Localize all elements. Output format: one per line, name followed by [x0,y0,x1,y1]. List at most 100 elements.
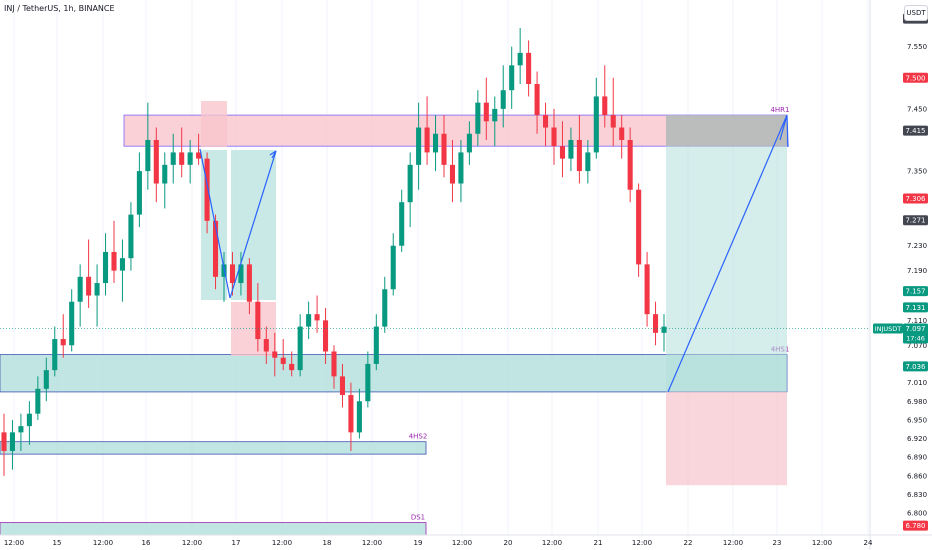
candle-body [526,52,532,84]
y-tick-label: 7.010 [907,379,927,387]
candle-body [272,351,278,358]
x-tick-label: 12:00 [4,539,24,547]
y-tick-label: 6.920 [907,435,927,443]
zones: 4HR14HS14HS2DS1 [0,101,790,536]
x-tick-label: 21 [594,539,603,547]
current-price-text: 7.097 [905,325,925,333]
candle-body [86,276,92,296]
candle-body [153,139,159,184]
y-tick-label: 7.110 [907,317,927,325]
candle-body [399,202,405,246]
candle-body [483,102,489,122]
candle-body [179,152,185,165]
candle-body [509,65,515,91]
x-tick-label: 12:00 [182,539,202,547]
candle-body [280,357,286,364]
price-label-text: 7.306 [905,195,926,203]
candle-body [145,139,151,172]
candle-body [433,133,439,153]
candle-body [390,245,396,290]
candle-body [119,258,125,271]
price-label [903,286,928,297]
candle-body [449,164,455,184]
countdown-text: 17:46 [906,334,925,342]
x-tick-label: 12:00 [362,539,382,547]
candle-body [331,351,337,377]
pattern-stop-box [201,101,227,147]
candle-body [77,276,83,302]
trade-projection-line [667,114,788,393]
price-label [903,361,928,372]
symbol-tag-text: INJUSDT [875,325,902,333]
y-tick-label: 6.890 [907,454,927,462]
x-tick-label: 12:00 [812,539,832,547]
candle-body [229,264,235,284]
y-tick-label: 7.450 [907,105,927,113]
y-tick-label: 6.980 [907,398,927,406]
x-tick-label: 18 [323,539,332,547]
x-tick-label: 20 [504,539,513,547]
candle-body [661,326,667,333]
currency-button[interactable]: USDT [904,5,928,21]
candle-body [43,370,49,389]
candle-body [610,115,616,128]
x-tick-label: 12:00 [723,539,743,547]
candle-body [356,401,362,433]
current-price-tag [903,323,928,344]
candle-body [365,363,371,402]
candle-body [492,108,498,122]
price-label [903,193,928,204]
candle-body [26,413,32,427]
x-tick-label: 12:00 [272,539,292,547]
candle-body [627,139,633,190]
candle-body [162,164,168,184]
candle-body [653,314,659,333]
price-label [903,520,928,531]
candle-body [128,214,134,259]
zone-label: 4HS2 [409,433,428,441]
candle-body [559,146,565,159]
candle-body [593,96,599,153]
price-label-text: 7.036 [905,363,926,371]
pattern-projection-line [199,148,277,299]
x-tick-label: 12:00 [542,539,562,547]
price-label [903,302,928,313]
x-tick-label: 17 [232,539,241,547]
candle-body [416,127,422,165]
y-tick-label: 6.950 [907,416,927,424]
candle-body [407,164,413,203]
candle-body [60,339,66,346]
candle-body [585,152,591,172]
candle-body [289,363,295,371]
price-label-text: 7.157 [905,288,925,296]
candle-body [466,133,472,153]
chart-title: INJ / TetherUS, 1h, BINANCE [4,4,115,13]
pattern-loss-box [231,302,276,356]
candle-body [314,314,320,321]
candle-body [500,90,506,109]
y-tick-label: 6.800 [907,510,927,518]
y-tick-label: 7.350 [907,168,927,176]
x-tick-label: 24 [864,539,873,547]
y-tick-label: 6.830 [907,491,927,499]
candle-body [619,127,625,140]
candle-body [636,189,642,265]
candle-body [373,326,379,364]
price-label-text: 7.271 [905,217,925,225]
candle-body [348,395,354,433]
candle-body [9,432,15,452]
zone-4hs1 [0,354,788,393]
candle-body [551,127,557,147]
x-tick-label: 12:00 [632,539,652,547]
x-tick-label: 16 [142,539,151,547]
candle-body [69,301,75,346]
price-label [903,125,928,136]
candle-body [18,426,24,433]
candle-body [170,152,176,165]
candle-body [204,158,210,221]
symbol-tag [873,323,903,334]
x-tick-label: 22 [684,539,693,547]
candle-body [475,102,481,134]
candle-body [306,314,312,327]
